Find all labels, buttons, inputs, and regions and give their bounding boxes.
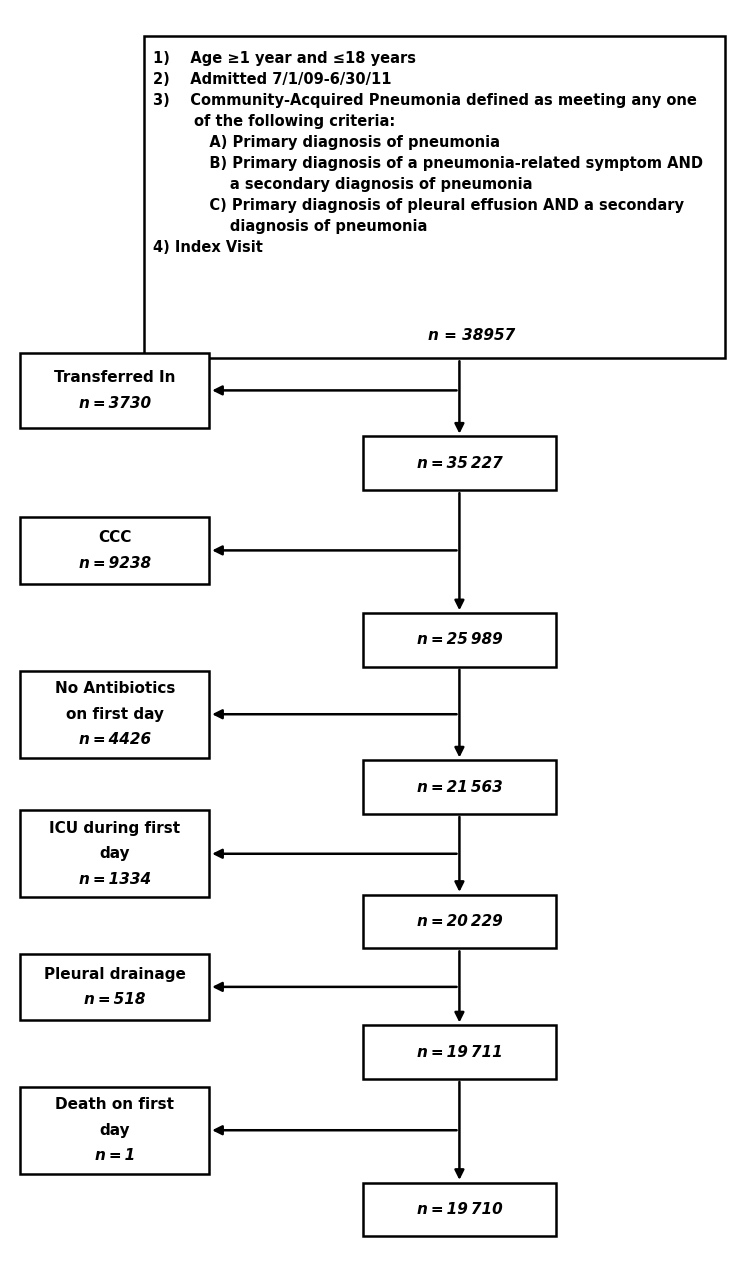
Text: 1)    Age ≥1 year and ≤18 years
2)    Admitted 7/1/09-6/30/11
3)    Community-Ac: 1) Age ≥1 year and ≤18 years 2) Admitted…: [153, 51, 703, 255]
Text: n = 1334: n = 1334: [79, 872, 151, 887]
Text: day: day: [99, 846, 130, 861]
Text: n = 19 710: n = 19 710: [416, 1202, 502, 1217]
FancyBboxPatch shape: [20, 954, 209, 1020]
Text: n = 4426: n = 4426: [79, 732, 151, 748]
FancyBboxPatch shape: [20, 517, 209, 584]
FancyBboxPatch shape: [20, 810, 209, 897]
Text: Death on first: Death on first: [56, 1097, 174, 1112]
Text: n = 21 563: n = 21 563: [416, 780, 502, 795]
FancyBboxPatch shape: [363, 1183, 556, 1236]
Text: n = 38957: n = 38957: [428, 328, 515, 343]
FancyBboxPatch shape: [363, 895, 556, 948]
Text: n = 518: n = 518: [84, 992, 145, 1007]
Text: n = 25 989: n = 25 989: [416, 632, 502, 648]
FancyBboxPatch shape: [144, 36, 725, 358]
FancyBboxPatch shape: [363, 760, 556, 814]
Text: n = 9238: n = 9238: [79, 556, 151, 571]
FancyBboxPatch shape: [363, 1025, 556, 1079]
FancyBboxPatch shape: [20, 353, 209, 428]
Text: n = 1: n = 1: [95, 1148, 135, 1164]
Text: CCC: CCC: [98, 530, 132, 545]
Text: n = 35 227: n = 35 227: [416, 456, 502, 471]
Text: n = 19 711: n = 19 711: [416, 1044, 502, 1060]
FancyBboxPatch shape: [20, 1087, 209, 1174]
Text: n = 3730: n = 3730: [79, 396, 151, 411]
Text: No Antibiotics: No Antibiotics: [55, 681, 175, 696]
FancyBboxPatch shape: [363, 436, 556, 490]
Text: Pleural drainage: Pleural drainage: [44, 966, 186, 982]
Text: day: day: [99, 1123, 130, 1138]
Text: ICU during first: ICU during first: [50, 820, 180, 836]
FancyBboxPatch shape: [20, 671, 209, 758]
Text: on first day: on first day: [66, 707, 164, 722]
Text: Transferred In: Transferred In: [54, 370, 176, 385]
Text: n = 20 229: n = 20 229: [416, 914, 502, 929]
FancyBboxPatch shape: [363, 613, 556, 667]
